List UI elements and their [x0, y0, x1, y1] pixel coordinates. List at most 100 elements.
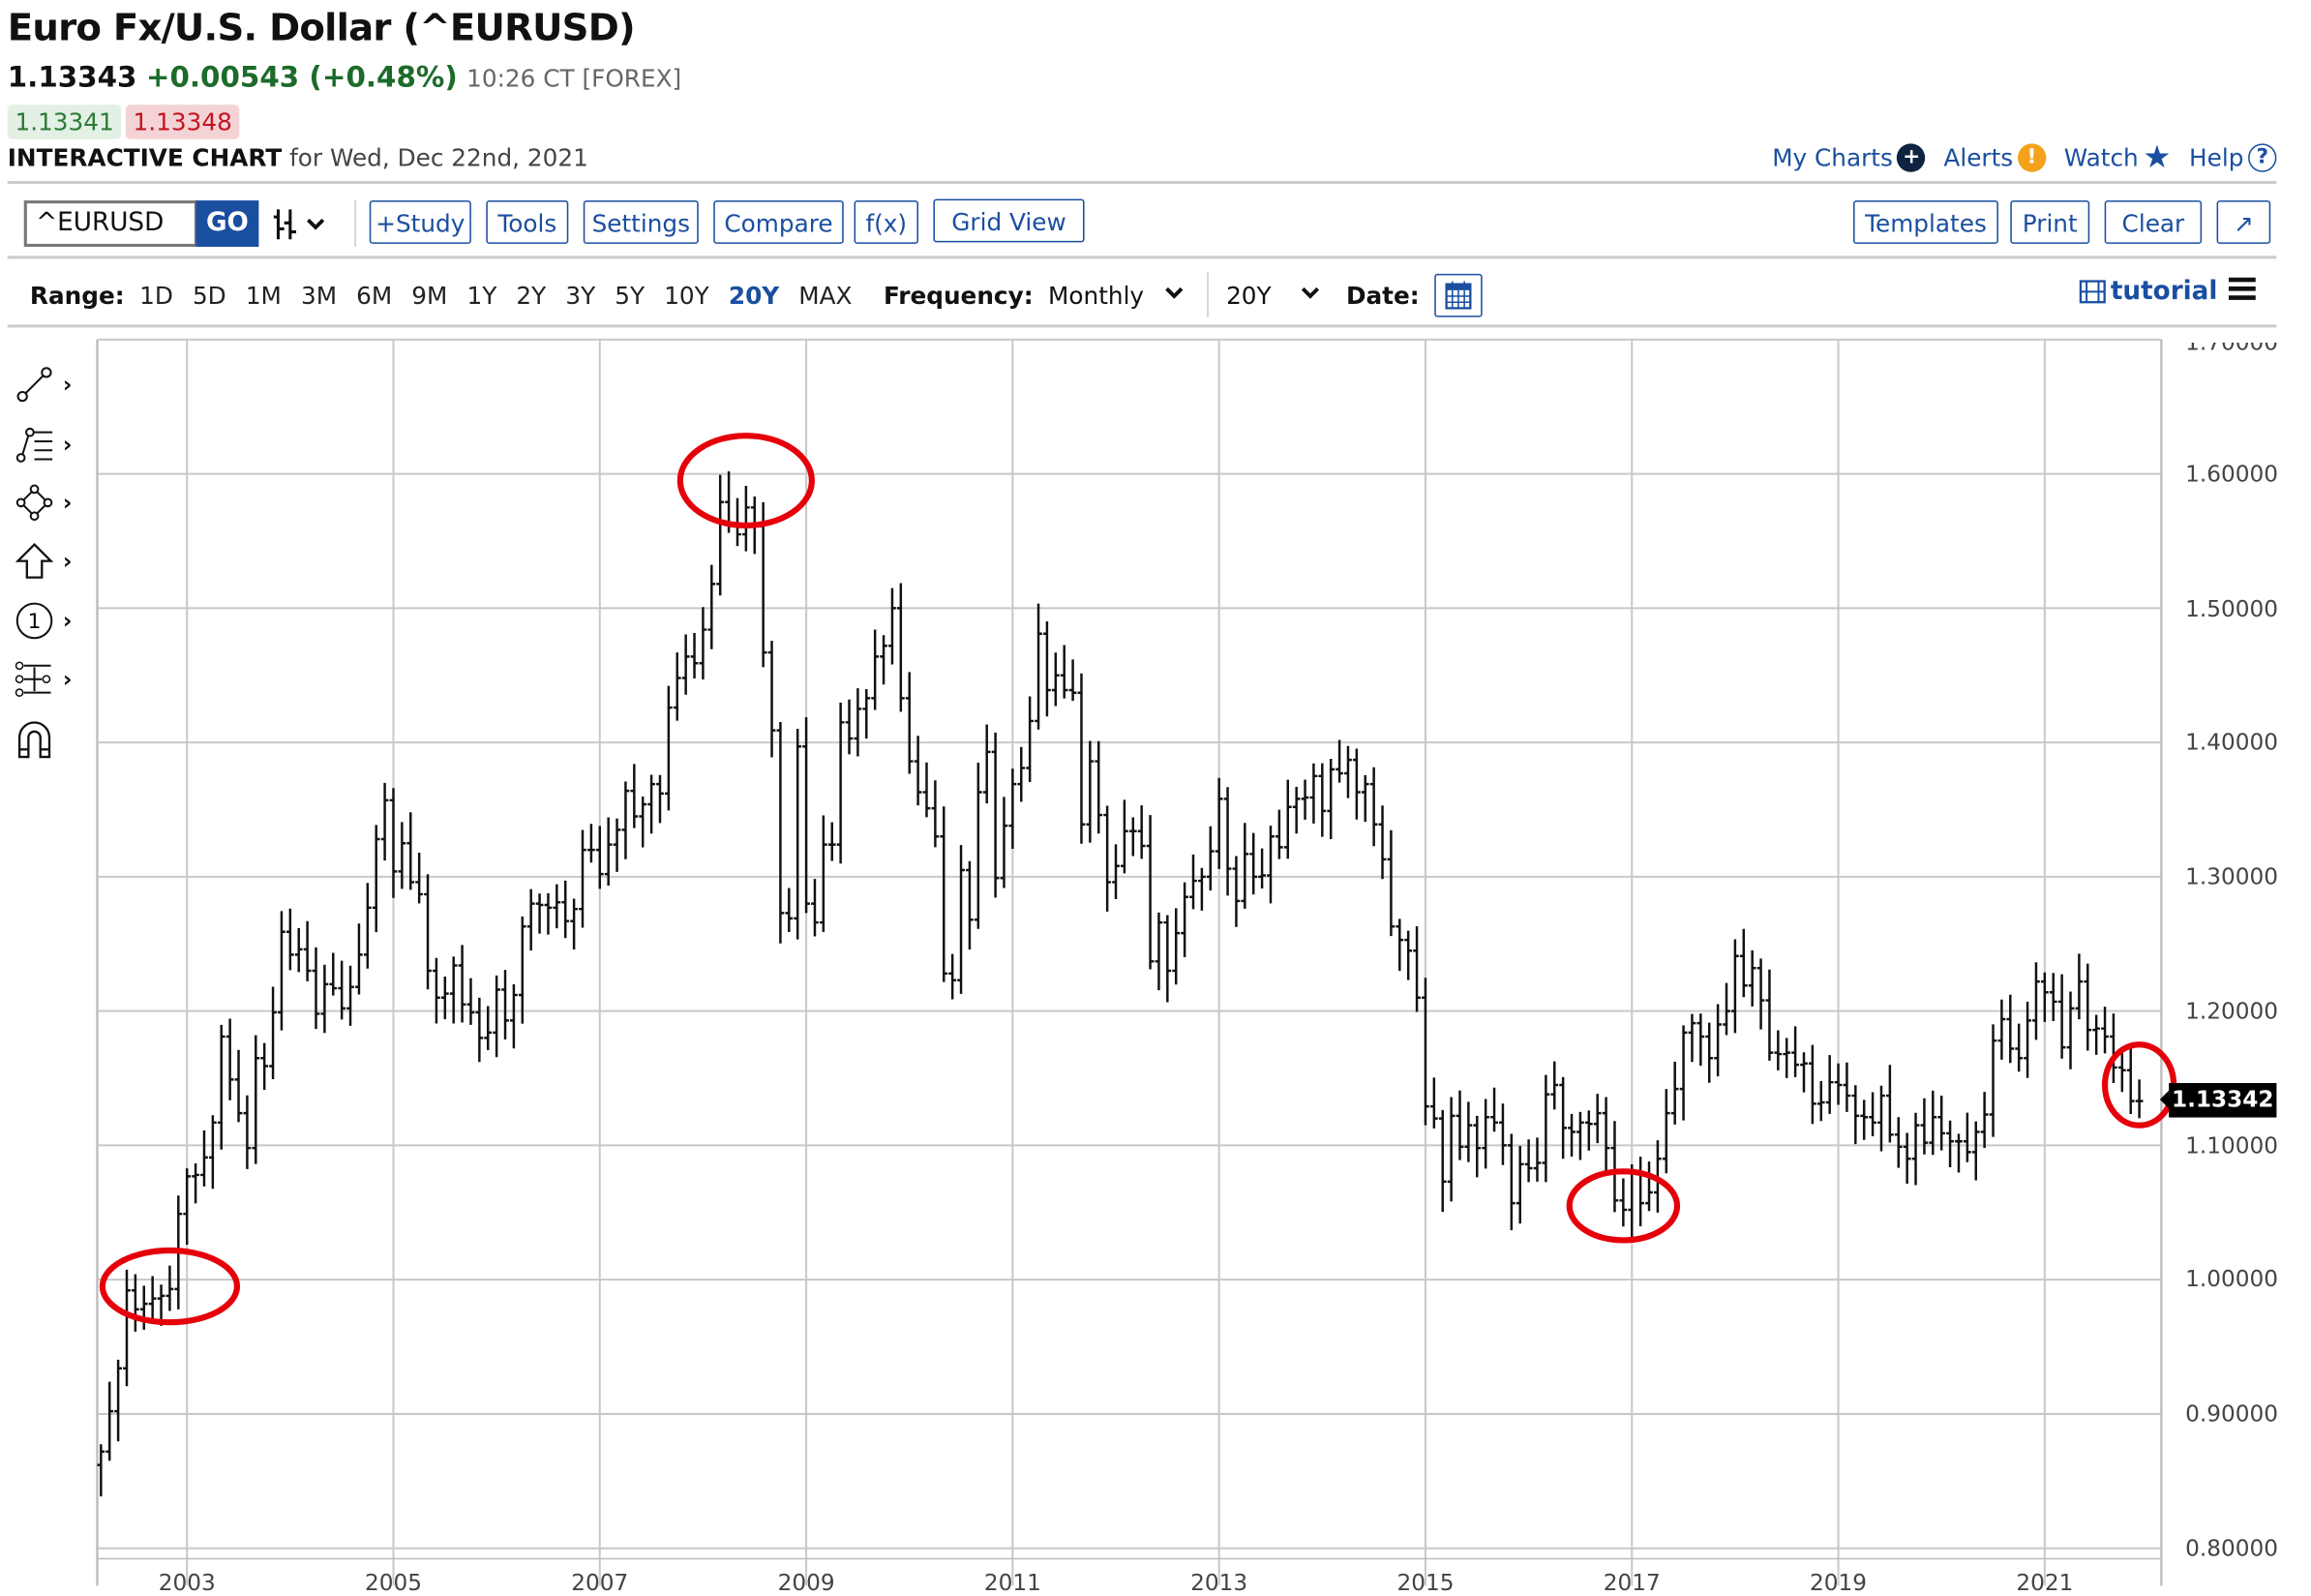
ohlc-bar [1172, 908, 1181, 985]
menu-button[interactable] [2227, 275, 2257, 308]
range-option-1y[interactable]: 1Y [466, 280, 497, 310]
expand-button[interactable]: ↗ [2216, 200, 2271, 244]
range-option-1d[interactable]: 1D [139, 280, 173, 310]
star-icon: ★ [2143, 138, 2172, 175]
ohlc-bar [742, 485, 750, 552]
bar-type-dropdown[interactable] [272, 205, 332, 250]
range-option-3m[interactable]: 3M [300, 280, 338, 310]
frequency-dropdown[interactable]: Monthly [1048, 281, 1188, 309]
ohlc-bar [2110, 1013, 2117, 1083]
range-option-max[interactable]: MAX [798, 280, 853, 310]
range-option-1m[interactable]: 1M [245, 280, 282, 310]
x-tick-label: 2021 [2016, 1569, 2074, 1596]
ohlc-bar [1404, 930, 1413, 980]
y-tick-label: 1.70000 [2185, 329, 2278, 356]
range-option-20y[interactable]: 20Y [728, 280, 780, 310]
range-option-5d[interactable]: 5D [192, 280, 226, 310]
watch-link[interactable]: Watch ★ [2064, 139, 2172, 175]
y-tick-label: 1.00000 [2185, 1266, 2278, 1294]
fib-tool[interactable]: › [15, 423, 86, 465]
chevron-down-icon [1164, 286, 1184, 299]
y-tick-label: 1.60000 [2185, 460, 2278, 488]
help-link[interactable]: Help? [2189, 142, 2277, 171]
plot-area [97, 336, 2162, 1586]
x-tick-label: 2005 [364, 1569, 423, 1596]
ohlc-bar [1696, 1013, 1705, 1067]
ohlc-bar [518, 916, 526, 1024]
ohlc-bar [1989, 1024, 1997, 1137]
ohlc-bar [234, 1049, 243, 1123]
ohlc-bar [1886, 1065, 1894, 1143]
y-tick-label: 0.90000 [2185, 1400, 2278, 1428]
period-dropdown[interactable]: 20Y [1226, 281, 1325, 309]
tutorial-link[interactable]: tutorial [2079, 277, 2217, 307]
date-label: Date: [1345, 280, 1420, 310]
ohlc-bar [595, 826, 604, 889]
range-option-2y[interactable]: 2Y [516, 280, 547, 310]
ohlc-bar [217, 1024, 225, 1150]
arrow-up-icon [15, 542, 54, 579]
shape-tool[interactable]: › [15, 482, 86, 524]
ohlc-bar [1774, 1030, 1783, 1070]
page-title: Euro Fx/U.S. Dollar (^EURUSD) [7, 6, 636, 50]
ohlc-bar [794, 729, 802, 940]
ohlc-bar [1181, 882, 1188, 957]
ohlc-bar [1189, 854, 1197, 910]
ohlc-bar [1464, 1101, 1473, 1162]
ohlc-bar [922, 762, 931, 818]
ohlc-bar [1429, 1077, 1438, 1129]
tools-button[interactable]: Tools [486, 200, 569, 244]
ohlc-bar [2057, 974, 2066, 1059]
ohlc-bar [1215, 777, 1223, 869]
ohlc-bar [2084, 963, 2092, 1051]
number-label-tool[interactable]: 1 › [15, 600, 86, 642]
ohlc-bar [1748, 949, 1756, 1007]
range-option-3y[interactable]: 3Y [565, 280, 596, 310]
ohlc-bar [579, 829, 586, 928]
ohlc-bar [415, 852, 424, 904]
ohlc-bar [1422, 978, 1429, 1126]
ohlc-bar [1447, 1097, 1456, 1202]
fx-button[interactable]: f(x) [854, 200, 918, 244]
ohlc-bar [1008, 768, 1017, 850]
ohlc-bar [656, 774, 664, 824]
settings-button[interactable]: Settings [583, 200, 699, 244]
compare-button[interactable]: Compare [713, 200, 844, 244]
annotation-ellipse [676, 433, 815, 529]
ohlc-bar [940, 806, 948, 982]
range-options: 1D 5D 1M 3M 6M 9M 1Y 2Y 3Y 5Y 10Y 20Y MAX [139, 281, 872, 309]
grid-view-button[interactable]: Grid View [933, 198, 1085, 243]
date-picker-button[interactable] [1434, 273, 1483, 316]
expand-icon: ↗ [2234, 209, 2254, 238]
ohlc-bar [1533, 1137, 1542, 1182]
arrow-tool[interactable]: › [15, 540, 86, 582]
alerts-link[interactable]: Alerts! [1943, 142, 2047, 171]
symbol-input[interactable]: ^EURUSD [23, 200, 198, 248]
ohlc-bar [699, 607, 707, 679]
templates-button[interactable]: Templates [1852, 200, 1998, 244]
ohlc-bar [948, 953, 957, 1000]
ohlc-bar [1929, 1090, 1937, 1156]
calendar-icon [1445, 281, 1472, 310]
line-tool[interactable]: › [15, 364, 86, 406]
ohlc-bar [1550, 1061, 1559, 1110]
ohlc-bar [1688, 1013, 1696, 1063]
measure-tool[interactable]: › [15, 658, 86, 700]
study-button[interactable]: +Study [369, 200, 471, 244]
ohlc-bar [1276, 809, 1283, 859]
ohlc-bar [484, 1006, 493, 1050]
range-option-10y[interactable]: 10Y [664, 280, 709, 310]
number-one-icon: 1 [15, 602, 53, 640]
clear-button[interactable]: Clear [2104, 200, 2203, 244]
range-option-5y[interactable]: 5Y [615, 280, 645, 310]
range-option-6m[interactable]: 6M [356, 280, 393, 310]
print-button[interactable]: Print [2010, 200, 2090, 244]
go-button[interactable]: GO [195, 200, 259, 248]
my-charts-link[interactable]: My Charts + [1772, 142, 1926, 171]
magnet-tool[interactable] [15, 718, 86, 760]
hamburger-icon [2228, 277, 2256, 300]
range-option-9m[interactable]: 9M [411, 280, 448, 310]
ohlc-bar [260, 1042, 269, 1090]
